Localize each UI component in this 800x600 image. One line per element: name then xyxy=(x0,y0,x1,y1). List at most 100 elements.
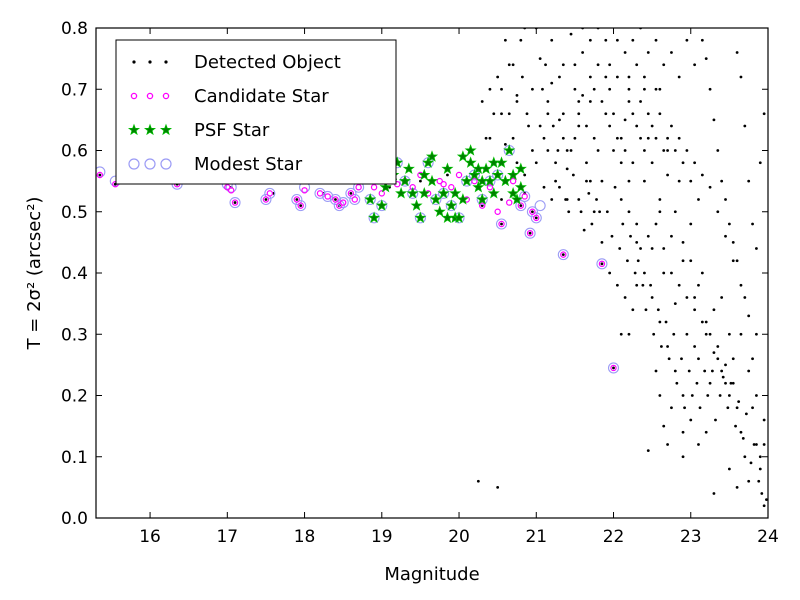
psf-point-37 xyxy=(514,180,527,193)
detected-point-43 xyxy=(534,161,538,165)
detected-point-281 xyxy=(604,38,608,42)
detected-point-63 xyxy=(612,149,615,152)
detected-point-121 xyxy=(689,259,693,263)
detected-point-262 xyxy=(708,185,712,189)
detected-point-150 xyxy=(681,455,685,459)
detected-point-110 xyxy=(604,75,608,79)
detected-point-95 xyxy=(735,406,739,410)
candidate-point-20 xyxy=(378,190,385,197)
detected-point-165 xyxy=(724,198,727,201)
detected-point-230 xyxy=(726,406,730,410)
detected-point-205 xyxy=(629,234,632,238)
detected-point-328 xyxy=(762,443,766,446)
detected-point-202 xyxy=(618,247,622,250)
detected-point-59 xyxy=(596,63,600,67)
detected-point-35 xyxy=(500,112,503,116)
detected-point-143 xyxy=(666,345,669,348)
detected-point-174 xyxy=(743,124,747,128)
psf-point-42 xyxy=(449,187,462,199)
detected-point-162 xyxy=(735,259,739,263)
psf-point-21 xyxy=(453,211,466,223)
detected-point-267 xyxy=(623,51,627,54)
detected-point-178 xyxy=(735,51,739,54)
detected-point-325 xyxy=(739,332,743,336)
detected-point-29 xyxy=(476,479,480,483)
detected-point-64 xyxy=(615,38,619,42)
detected-point-61 xyxy=(604,112,608,116)
detected-point-158 xyxy=(751,357,754,361)
detected-point-79 xyxy=(673,302,677,306)
detected-point-268 xyxy=(631,38,635,42)
detected-point-179 xyxy=(739,75,743,79)
detected-point-326 xyxy=(747,369,751,373)
detected-point-104 xyxy=(558,118,561,122)
detected-point-305 xyxy=(585,179,588,183)
detected-point-44 xyxy=(538,57,542,61)
detected-point-292 xyxy=(523,173,527,177)
legend-label-modest: Modest Star xyxy=(194,154,303,175)
detected-point-310 xyxy=(623,296,627,299)
detected-point-90 xyxy=(716,345,720,348)
detected-point-217 xyxy=(675,381,679,385)
detected-point-153 xyxy=(727,467,731,471)
detected-point-129 xyxy=(643,87,646,91)
y-tick-label-3: 0.3 xyxy=(61,325,88,345)
detected-point-266 xyxy=(615,75,619,79)
candidate-point-35 xyxy=(526,229,534,237)
detected-point-116 xyxy=(650,161,654,165)
detected-point-16 xyxy=(419,179,422,183)
candidate-point-30 xyxy=(506,199,513,206)
detected-point-218 xyxy=(680,357,683,361)
detected-point-336 xyxy=(693,345,697,348)
modest-point-17 xyxy=(337,197,349,209)
detected-point-62 xyxy=(608,87,612,91)
detected-point-171 xyxy=(700,38,704,42)
detected-point-58 xyxy=(592,136,596,140)
detected-point-78 xyxy=(670,234,673,238)
detected-point-245 xyxy=(577,112,581,116)
candidate-point-5 xyxy=(231,199,239,206)
detected-point-31 xyxy=(480,100,484,103)
detected-point-118 xyxy=(666,173,669,177)
psf-point-48 xyxy=(464,144,477,156)
detected-point-85 xyxy=(697,357,700,361)
detected-point-172 xyxy=(758,161,762,165)
detected-point-51 xyxy=(565,149,569,152)
detected-point-37 xyxy=(511,63,515,67)
detected-point-42 xyxy=(531,87,534,91)
psf-point-33 xyxy=(499,174,512,187)
detected-point-25 xyxy=(528,231,532,235)
detected-point-91 xyxy=(720,296,724,299)
detected-point-244 xyxy=(569,149,573,152)
detected-point-240 xyxy=(765,498,768,502)
detected-point-270 xyxy=(646,51,650,54)
detected-point-287 xyxy=(577,100,581,103)
detected-point-138 xyxy=(627,210,631,214)
candidate-point-4 xyxy=(227,187,235,194)
detected-point-225 xyxy=(706,394,710,397)
legend: Detected Object Candidate Star PSF Star … xyxy=(115,39,397,185)
modest-point-39 xyxy=(495,218,508,230)
detected-point-145 xyxy=(681,394,685,397)
detected-point-47 xyxy=(550,38,554,42)
candidate-point-46 xyxy=(455,171,463,179)
detected-point-285 xyxy=(608,63,612,67)
detected-point-159 xyxy=(747,314,751,318)
modest-point-42 xyxy=(519,190,531,202)
detected-point-119 xyxy=(673,210,677,214)
detected-point-112 xyxy=(619,136,623,140)
candidate-point-44 xyxy=(486,184,494,191)
detected-point-120 xyxy=(681,240,685,244)
detected-point-216 xyxy=(672,332,676,336)
detected-point-142 xyxy=(658,320,662,324)
detected-point-98 xyxy=(747,479,751,483)
psf-point-0 xyxy=(364,193,377,205)
modest-point-10 xyxy=(291,193,303,206)
legend-entry-detected: Detected Object xyxy=(132,52,341,73)
detected-point-184 xyxy=(525,112,529,116)
detected-point-152 xyxy=(646,449,650,453)
detected-point-316 xyxy=(670,271,673,275)
detected-point-294 xyxy=(511,136,515,140)
candidate-point-38 xyxy=(610,364,617,372)
detected-point-213 xyxy=(660,345,663,348)
